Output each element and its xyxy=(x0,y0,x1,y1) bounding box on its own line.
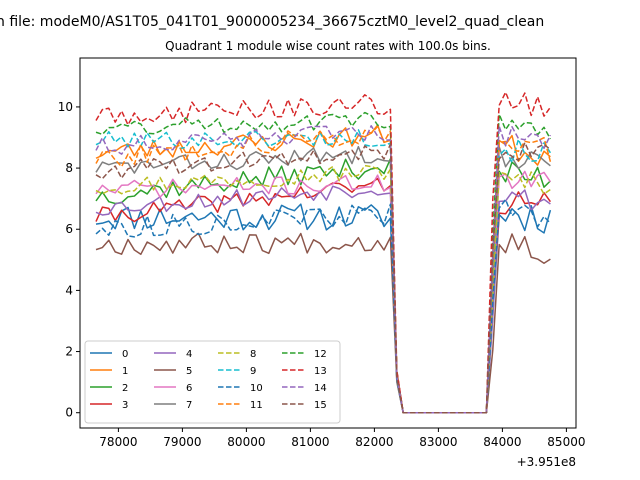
chart-title: Quadrant 1 module wise count rates with … xyxy=(165,39,491,53)
legend-label-10: 10 xyxy=(250,383,263,394)
x-axis: 78000 79000 80000 81000 82000 83000 84000 85000 xyxy=(99,428,585,449)
series-layer xyxy=(95,91,552,414)
y-axis: 0 2 4 6 8 10 xyxy=(58,100,80,420)
legend-label-9: 9 xyxy=(250,366,256,377)
x-tick-label: 81000 xyxy=(291,435,329,449)
legend-label-6: 6 xyxy=(186,383,192,394)
legend-label-3: 3 xyxy=(122,400,128,411)
y-tick-label: 10 xyxy=(58,100,73,114)
y-tick-label: 2 xyxy=(65,345,73,359)
legend-label-14: 14 xyxy=(314,383,327,394)
figure-suptitle: n file: modeM0/AS1T05_041T01_9000005234_… xyxy=(0,14,544,30)
legend-box xyxy=(84,340,341,424)
legend-label-13: 13 xyxy=(314,366,327,377)
legend-label-4: 4 xyxy=(186,349,192,360)
x-offset-label: +3.951e8 xyxy=(517,455,576,469)
x-tick-label: 83000 xyxy=(419,435,457,449)
x-tick-label: 78000 xyxy=(99,435,137,449)
y-tick-label: 0 xyxy=(65,406,73,420)
series-line-15 xyxy=(95,141,551,414)
legend-label-1: 1 xyxy=(122,366,128,377)
legend-label-5: 5 xyxy=(186,366,192,377)
series-line-10 xyxy=(95,198,551,414)
legend-label-7: 7 xyxy=(186,400,192,411)
x-tick-label: 85000 xyxy=(547,435,585,449)
legend-label-12: 12 xyxy=(314,349,327,360)
legend-label-15: 15 xyxy=(314,400,327,411)
legend-label-0: 0 xyxy=(122,349,128,360)
x-tick-label: 79000 xyxy=(163,435,201,449)
x-tick-label: 80000 xyxy=(227,435,265,449)
y-tick-label: 4 xyxy=(65,283,73,297)
legend-label-2: 2 xyxy=(122,383,128,394)
x-tick-label: 84000 xyxy=(483,435,521,449)
y-tick-label: 6 xyxy=(65,222,73,236)
series-line-11 xyxy=(95,125,552,414)
plot-frame xyxy=(79,57,577,429)
x-tick-label: 82000 xyxy=(355,435,393,449)
y-tick-label: 8 xyxy=(65,161,73,175)
legend-label-11: 11 xyxy=(250,400,263,411)
legend-label-8: 8 xyxy=(250,349,256,360)
